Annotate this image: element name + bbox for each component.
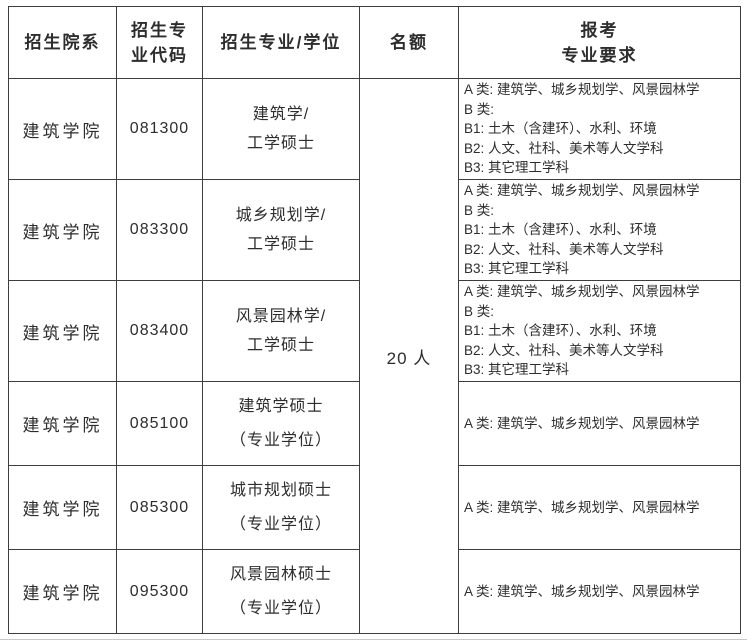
major-line2: 工学硕士 <box>246 236 315 253</box>
code-cell: 083300 <box>116 179 203 281</box>
requirements-cell: A 类: 建筑学、城乡规划学、风景园林学 <box>458 381 741 466</box>
major-line2: （专业学位） <box>229 599 332 617</box>
major-cell: 风景园林硕士 （专业学位） <box>202 549 360 634</box>
table-row: 建筑学院 095300 风景园林硕士 （专业学位） A 类: 建筑学、城乡规划学… <box>8 549 741 634</box>
table-row: 建筑学院 081300 建筑学/ 工学硕士 20 人 A 类: 建筑学、城乡规划… <box>8 78 741 634</box>
req-line: A 类: 建筑学、城乡规划学、风景园林学 <box>464 284 700 299</box>
major-cell: 城乡规划学/ 工学硕士 <box>202 179 360 281</box>
page-bottom-edge <box>0 639 747 640</box>
major-cell: 建筑学/ 工学硕士 <box>202 78 360 180</box>
table-row: 建筑学院 085100 建筑学硕士 （专业学位） A 类: 建筑学、城乡规划学、… <box>8 381 741 466</box>
code-cell: 085100 <box>116 381 203 466</box>
dept-cell: 建筑学院 <box>8 78 117 180</box>
col-header-code-line2: 业代码 <box>131 45 188 65</box>
dept-cell: 建筑学院 <box>8 179 117 281</box>
req-line: A 类: 建筑学、城乡规划学、风景园林学 <box>464 82 700 97</box>
req-line: B 类: <box>464 101 495 117</box>
col-header-requirements: 报考 专业要求 <box>458 6 741 79</box>
table-row: 建筑学院 083300 城乡规划学/ 工学硕士 A 类: 建筑学、城乡规划学、风… <box>8 179 741 281</box>
major-line1: 风景园林学/ <box>235 308 327 325</box>
requirements-cell: A 类: 建筑学、城乡规划学、风景园林学 <box>458 465 741 550</box>
dept-cell: 建筑学院 <box>8 465 117 550</box>
col-header-req-line1: 报考 <box>580 20 619 40</box>
requirements-cell: A 类: 建筑学、城乡规划学、风景园林学 B 类: B1: 土木（含建环）、水利… <box>458 280 741 382</box>
quota-cell: 20 人 <box>359 78 459 634</box>
col-header-quota-label: 名额 <box>390 33 428 52</box>
major-line1: 城市规划硕士 <box>229 481 332 499</box>
major-cell: 城市规划硕士 （专业学位） <box>202 465 360 550</box>
req-line: A 类: 建筑学、城乡规划学、风景园林学 <box>464 416 700 432</box>
major-cell: 风景园林学/ 工学硕士 <box>202 280 360 382</box>
req-line: B3: 其它理工学科 <box>464 160 570 176</box>
col-header-code-line1: 招生专 <box>131 20 188 40</box>
req-line: A 类: 建筑学、城乡规划学、风景园林学 <box>464 183 700 198</box>
code-cell: 095300 <box>116 549 203 634</box>
col-header-req-line2: 专业要求 <box>561 45 638 65</box>
req-line: B2: 人文、社科、美术等人文学科 <box>464 241 664 257</box>
requirements-cell: A 类: 建筑学、城乡规划学、风景园林学 <box>458 549 741 634</box>
req-line: B3: 其它理工学科 <box>464 261 570 277</box>
code-cell: 081300 <box>116 78 203 180</box>
req-line: A 类: 建筑学、城乡规划学、风景园林学 <box>464 500 700 516</box>
major-line1: 建筑学/ <box>252 106 310 123</box>
req-line: B1: 土木（含建环）、水利、环境 <box>464 323 657 339</box>
requirements-cell: A 类: 建筑学、城乡规划学、风景园林学 B 类: B1: 土木（含建环）、水利… <box>458 78 741 180</box>
req-line: B 类: <box>464 202 495 218</box>
major-line2: （专业学位） <box>229 431 332 449</box>
req-line: B3: 其它理工学科 <box>464 362 570 378</box>
code-cell: 083400 <box>116 280 203 382</box>
table-row: 建筑学院 085300 城市规划硕士 （专业学位） A 类: 建筑学、城乡规划学… <box>8 465 741 550</box>
req-line: B2: 人文、社科、美术等人文学科 <box>464 140 664 156</box>
code-cell: 085300 <box>116 465 203 550</box>
col-header-major: 招生专业/学位 <box>202 6 360 79</box>
col-header-quota: 名额 <box>359 6 459 79</box>
req-line: A 类: 建筑学、城乡规划学、风景园林学 <box>464 584 700 600</box>
col-header-dept-label: 招生院系 <box>24 33 101 52</box>
major-line2: 工学硕士 <box>246 135 315 152</box>
major-line1: 风景园林硕士 <box>229 565 332 583</box>
table-row: 建筑学院 083400 风景园林学/ 工学硕士 A 类: 建筑学、城乡规划学、风… <box>8 280 741 382</box>
req-line: B1: 土木（含建环）、水利、环境 <box>464 121 657 137</box>
dept-cell: 建筑学院 <box>8 549 117 634</box>
major-line1: 建筑学硕士 <box>238 397 324 415</box>
requirements-cell: A 类: 建筑学、城乡规划学、风景园林学 B 类: B1: 土木（含建环）、水利… <box>458 179 741 281</box>
dept-cell: 建筑学院 <box>8 381 117 466</box>
major-cell: 建筑学硕士 （专业学位） <box>202 381 360 466</box>
col-header-dept: 招生院系 <box>8 6 117 79</box>
req-line: B1: 土木（含建环）、水利、环境 <box>464 222 657 238</box>
table-header-row: 招生院系 招生专 业代码 招生专业/学位 名额 报考 专业要求 <box>8 6 741 79</box>
major-line2: （专业学位） <box>229 515 332 533</box>
req-line: B2: 人文、社科、美术等人文学科 <box>464 342 664 358</box>
admissions-table: 招生院系 招生专 业代码 招生专业/学位 名额 报考 专业要求 <box>8 6 741 634</box>
major-line2: 工学硕士 <box>246 337 315 354</box>
major-line1: 城乡规划学/ <box>235 207 327 224</box>
col-header-code: 招生专 业代码 <box>116 6 203 79</box>
req-line: B 类: <box>464 303 495 319</box>
dept-cell: 建筑学院 <box>8 280 117 382</box>
col-header-major-label: 招生专业/学位 <box>220 33 342 52</box>
